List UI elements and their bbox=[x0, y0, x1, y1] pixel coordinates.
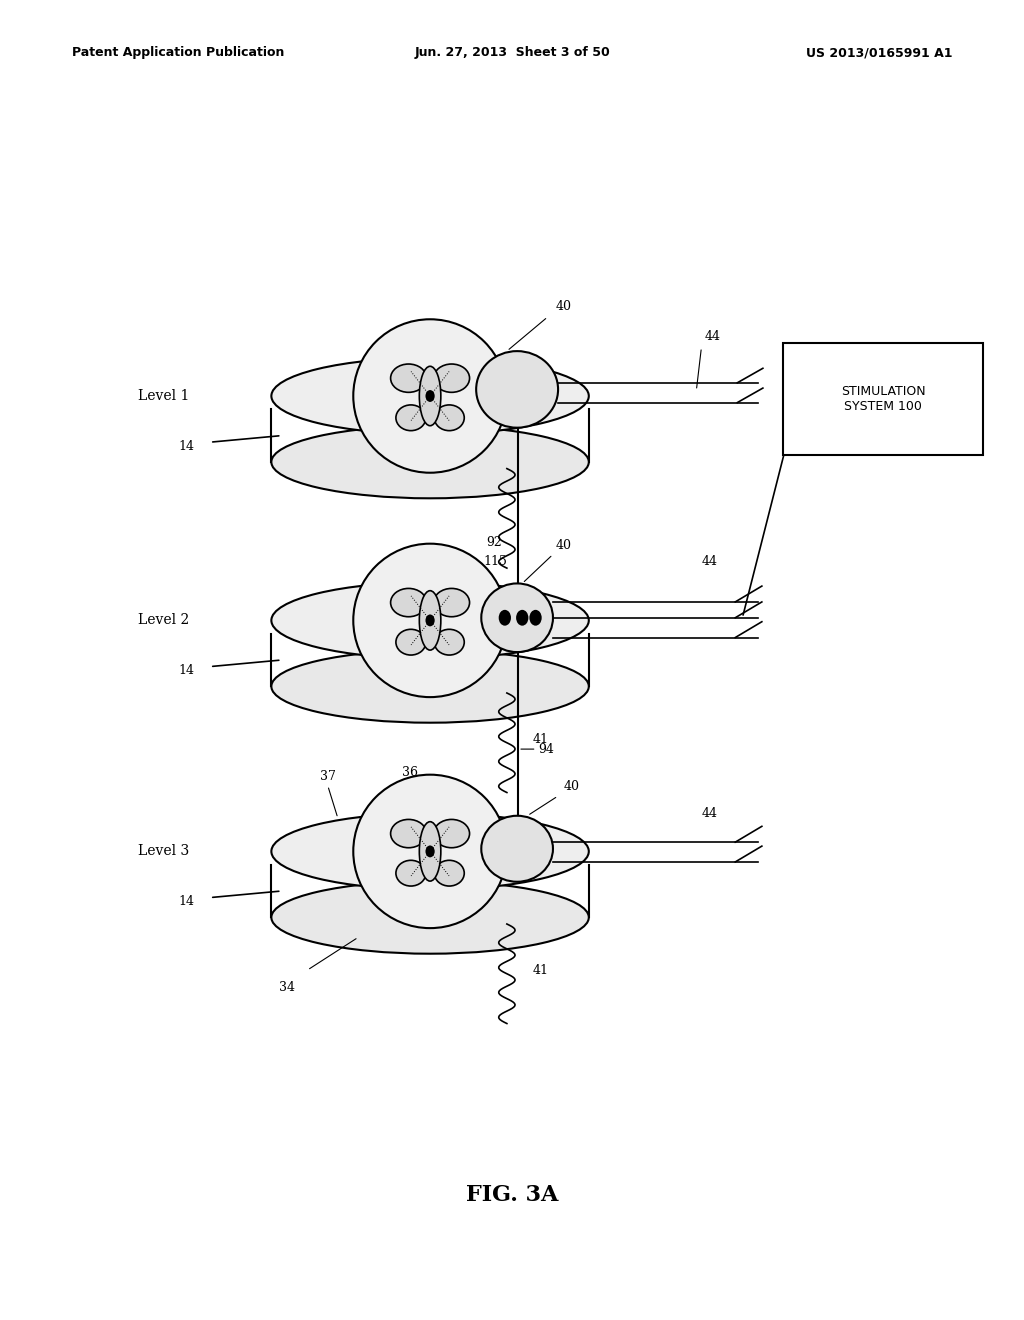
Ellipse shape bbox=[271, 882, 589, 953]
Ellipse shape bbox=[353, 775, 507, 928]
Circle shape bbox=[426, 846, 434, 858]
Text: 14: 14 bbox=[178, 664, 195, 677]
Text: 44: 44 bbox=[701, 554, 718, 568]
Ellipse shape bbox=[271, 813, 589, 890]
Ellipse shape bbox=[271, 425, 589, 498]
Ellipse shape bbox=[396, 405, 426, 430]
Text: STIMULATION
SYSTEM 100: STIMULATION SYSTEM 100 bbox=[841, 385, 926, 413]
Ellipse shape bbox=[420, 367, 440, 426]
Ellipse shape bbox=[434, 405, 464, 430]
Text: Patent Application Publication: Patent Application Publication bbox=[72, 46, 284, 59]
Text: 41: 41 bbox=[532, 733, 549, 746]
Text: 44: 44 bbox=[705, 330, 721, 343]
Text: 34: 34 bbox=[279, 981, 295, 994]
FancyBboxPatch shape bbox=[783, 343, 983, 455]
Text: Jun. 27, 2013  Sheet 3 of 50: Jun. 27, 2013 Sheet 3 of 50 bbox=[414, 46, 610, 59]
Ellipse shape bbox=[353, 319, 507, 473]
Text: 40: 40 bbox=[563, 780, 580, 793]
Ellipse shape bbox=[420, 590, 440, 651]
Text: 41: 41 bbox=[532, 964, 549, 977]
Text: Level 1: Level 1 bbox=[138, 389, 189, 403]
Text: Level 3: Level 3 bbox=[138, 845, 189, 858]
Ellipse shape bbox=[433, 820, 470, 847]
Ellipse shape bbox=[396, 861, 426, 886]
Text: 14: 14 bbox=[178, 440, 195, 453]
Circle shape bbox=[516, 610, 528, 626]
Text: 94: 94 bbox=[539, 743, 555, 755]
Ellipse shape bbox=[271, 651, 589, 722]
Ellipse shape bbox=[420, 821, 440, 882]
Ellipse shape bbox=[434, 861, 464, 886]
Text: US 2013/0165991 A1: US 2013/0165991 A1 bbox=[806, 46, 952, 59]
Text: 115: 115 bbox=[483, 554, 507, 568]
Ellipse shape bbox=[476, 351, 558, 428]
Text: 37: 37 bbox=[319, 770, 336, 783]
Ellipse shape bbox=[433, 589, 470, 616]
Text: 40: 40 bbox=[556, 300, 572, 313]
Ellipse shape bbox=[433, 364, 470, 392]
Circle shape bbox=[426, 391, 434, 403]
Ellipse shape bbox=[434, 630, 464, 655]
Ellipse shape bbox=[390, 589, 427, 616]
Circle shape bbox=[529, 610, 542, 626]
Text: Level 2: Level 2 bbox=[138, 614, 189, 627]
Ellipse shape bbox=[481, 816, 553, 882]
Text: 40: 40 bbox=[556, 539, 572, 552]
Ellipse shape bbox=[353, 544, 507, 697]
Circle shape bbox=[499, 610, 511, 626]
Ellipse shape bbox=[271, 358, 589, 434]
Text: 36: 36 bbox=[401, 766, 418, 779]
Ellipse shape bbox=[271, 582, 589, 659]
Ellipse shape bbox=[390, 364, 427, 392]
Ellipse shape bbox=[481, 583, 553, 652]
Text: 92: 92 bbox=[486, 536, 502, 549]
Text: 44: 44 bbox=[701, 807, 718, 820]
Text: FIG. 3A: FIG. 3A bbox=[466, 1184, 558, 1205]
Ellipse shape bbox=[396, 630, 426, 655]
Circle shape bbox=[426, 614, 434, 627]
Ellipse shape bbox=[390, 820, 427, 847]
Text: 14: 14 bbox=[178, 895, 195, 908]
